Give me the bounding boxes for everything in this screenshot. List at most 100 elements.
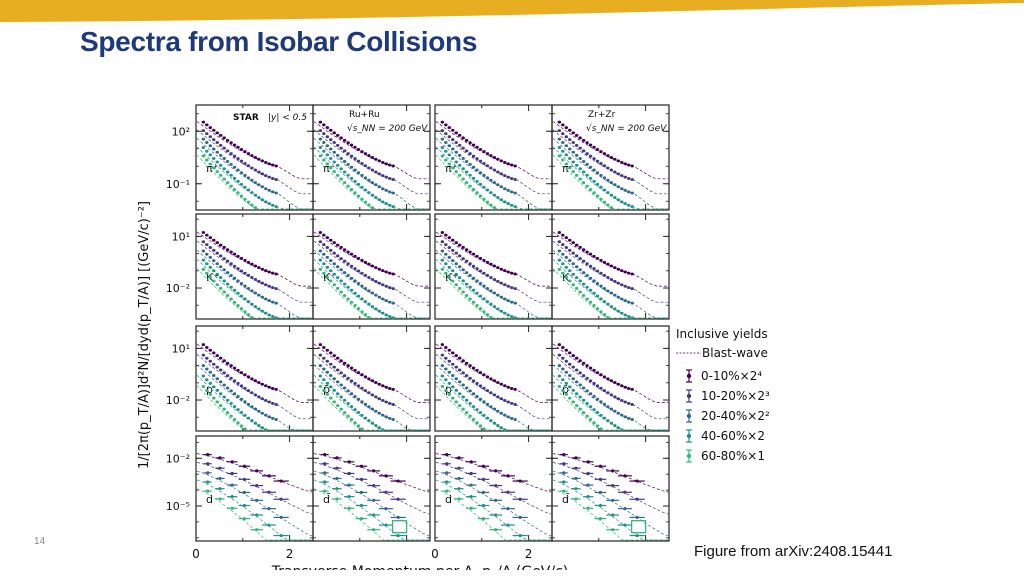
data-point-marker [336, 163, 340, 167]
data-point-marker [335, 487, 339, 491]
data-point-marker [609, 193, 613, 197]
data-point-marker [374, 266, 378, 270]
data-point-marker [322, 123, 326, 127]
data-point-marker [363, 273, 367, 277]
data-point-marker [222, 279, 226, 283]
data-point-marker [475, 395, 479, 399]
data-point-marker [218, 476, 222, 481]
data-point-marker [499, 281, 503, 285]
data-point-marker [360, 185, 364, 189]
panel-frame [551, 213, 670, 320]
data-point-marker [246, 176, 250, 180]
data-point-marker [482, 173, 486, 177]
data-point-marker [257, 293, 261, 297]
data-point-marker [623, 400, 627, 404]
data-point-marker [489, 154, 493, 158]
data-point-marker [557, 258, 561, 262]
data-point-marker [592, 191, 596, 195]
data-point-marker [620, 413, 624, 417]
data-point-marker [336, 265, 340, 269]
y-tick-label: 10⁻¹ [166, 178, 190, 191]
data-point-marker [465, 170, 469, 174]
data-point-marker [582, 398, 586, 402]
highlight-box [630, 520, 647, 534]
data-point-marker [226, 149, 230, 153]
data-point-marker [222, 136, 226, 140]
data-point-marker [458, 133, 462, 137]
data-point-marker [503, 269, 507, 273]
data-point-marker [571, 241, 575, 245]
data-point-marker [356, 294, 360, 298]
data-point-marker [325, 275, 329, 279]
data-point-marker [219, 133, 223, 137]
data-point-marker [242, 477, 247, 481]
data-point-marker [444, 271, 448, 275]
data-point-marker [492, 379, 496, 383]
data-point-marker [353, 421, 357, 425]
data-point-marker [599, 413, 603, 417]
data-point-marker [250, 154, 254, 158]
data-point-marker [489, 178, 493, 182]
blast-wave-fit [552, 146, 669, 210]
data-point-marker [602, 164, 606, 168]
y-tick-label: 10⁻⁵ [166, 500, 190, 513]
data-point-marker [468, 401, 472, 405]
data-point-marker [482, 386, 486, 390]
data-point-marker [236, 304, 240, 308]
data-point-marker [578, 177, 582, 181]
data-point-marker [599, 284, 603, 288]
data-point-marker [589, 264, 593, 268]
data-point-marker [582, 282, 586, 286]
data-point-marker [360, 413, 364, 417]
data-point-marker [613, 381, 617, 385]
legend-entry: 20-40%×2² [701, 409, 770, 423]
data-point-marker [370, 264, 374, 268]
data-point-marker [350, 417, 354, 421]
data-point-marker [346, 364, 350, 368]
data-point-marker [388, 203, 392, 207]
data-point-marker [582, 170, 586, 174]
data-point-marker [571, 251, 575, 255]
data-point-marker [343, 374, 347, 378]
data-point-marker [236, 408, 240, 412]
data-point-marker [503, 174, 507, 178]
data-point-marker [370, 291, 374, 295]
data-point-marker [592, 408, 596, 412]
data-point-marker [260, 397, 264, 401]
data-point-marker [506, 490, 510, 494]
data-point-marker [233, 392, 237, 396]
blast-wave-fit [196, 488, 313, 541]
data-point-marker [206, 480, 210, 484]
data-point-marker [557, 353, 561, 357]
data-point-marker [478, 282, 482, 286]
legend-marker [686, 453, 692, 459]
data-point-marker [582, 411, 586, 415]
data-point-marker [212, 396, 216, 400]
data-point-marker [485, 389, 489, 393]
data-point-marker [599, 197, 603, 201]
data-point-marker [620, 283, 624, 287]
data-point-marker [481, 517, 486, 521]
data-point-marker [575, 286, 579, 290]
data-point-marker [343, 138, 347, 142]
data-point-marker [585, 297, 589, 301]
data-point-marker [557, 385, 561, 389]
data-point-marker [233, 366, 237, 370]
data-point-marker [350, 300, 354, 304]
data-point-marker [239, 384, 243, 388]
data-point-marker [264, 311, 268, 315]
data-point-marker [461, 383, 465, 387]
data-point-marker [468, 184, 472, 188]
data-point-marker [360, 297, 364, 301]
data-point-marker [499, 309, 503, 313]
data-point-marker [346, 152, 350, 156]
data-point-marker [356, 307, 360, 311]
data-point-marker [236, 157, 240, 161]
data-point-marker [444, 149, 448, 153]
data-point-marker [363, 286, 367, 290]
data-point-marker [329, 248, 333, 252]
blast-wave-fit [435, 268, 552, 319]
data-point-marker [582, 271, 586, 275]
data-point-marker [257, 196, 261, 200]
data-point-marker [475, 179, 479, 183]
